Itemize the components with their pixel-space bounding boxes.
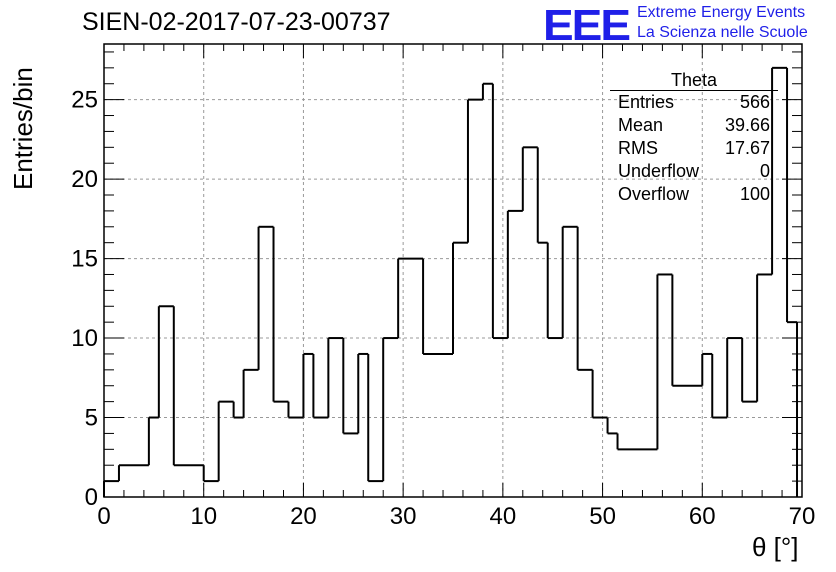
- y-tick-label: 10: [71, 325, 98, 352]
- stats-label: Entries: [618, 92, 675, 112]
- stats-row-underflow: Underflow 0: [610, 160, 778, 183]
- logo-line-2: La Scienza nelle Scuole: [637, 24, 808, 41]
- chart-title: SIEN-02-2017-07-23-00737: [82, 8, 391, 36]
- stats-value: 566: [739, 92, 770, 112]
- stats-title: Theta: [610, 70, 778, 91]
- eee-logo: EEE: [543, 0, 631, 50]
- stats-value: 17.67: [724, 138, 770, 158]
- y-axis-label: Entries/bin: [8, 67, 38, 190]
- logo-line-1: Extreme Energy Events: [637, 4, 806, 21]
- y-tick-label: 5: [85, 405, 98, 432]
- stats-value: 0: [759, 161, 770, 181]
- x-tick-label: 30: [390, 503, 417, 530]
- stats-row-mean: Mean 39.66: [610, 114, 778, 137]
- y-tick-label: 15: [71, 246, 98, 273]
- x-tick-label: 10: [190, 503, 217, 530]
- stats-box: Theta Entries 566 Mean 39.66 RMS 17.67 Unde…: [610, 70, 778, 206]
- stats-value: 39.66: [724, 115, 770, 135]
- stats-label: Mean: [618, 115, 664, 135]
- stats-label: RMS: [618, 138, 658, 158]
- x-tick-label: 50: [589, 503, 616, 530]
- stats-row-rms: RMS 17.67: [610, 137, 778, 160]
- x-tick-label: 70: [789, 503, 816, 530]
- x-tick-label: 40: [490, 503, 517, 530]
- x-tick-label: 60: [689, 503, 716, 530]
- plot-frame: [103, 43, 803, 498]
- stats-label: Overflow: [618, 184, 690, 204]
- x-axis-label: θ [°]: [752, 532, 799, 562]
- logo-text: Extreme Energy Events La Scienza nelle S…: [637, 3, 808, 43]
- y-tick-label: 20: [71, 166, 98, 193]
- x-tick-label: 20: [290, 503, 317, 530]
- y-tick-label: 0: [85, 484, 98, 511]
- stats-label: Underflow: [618, 161, 700, 181]
- stats-row-entries: Entries 566: [610, 91, 778, 114]
- stats-row-overflow: Overflow 100: [610, 183, 778, 206]
- y-tick-label: 25: [71, 87, 98, 114]
- stats-value: 100: [739, 184, 770, 204]
- x-tick-label: 0: [97, 503, 110, 530]
